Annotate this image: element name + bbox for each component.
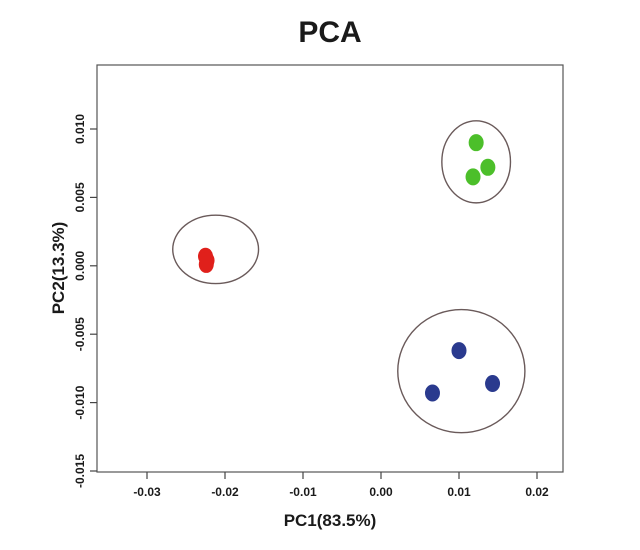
cluster-ellipse: [172, 214, 260, 285]
x-axis-ticks: -0.03 -0.02 -0.01 0.00 0.01 0.02: [133, 472, 549, 499]
x-tick-label: 0.02: [525, 485, 549, 499]
x-tick-label: -0.02: [211, 485, 239, 499]
y-tick-label: 0.010: [73, 114, 87, 144]
plot-area: [96, 64, 564, 473]
cluster-ellipses: [172, 120, 526, 434]
data-point: [480, 158, 496, 176]
y-tick-label: -0.010: [73, 385, 87, 419]
x-axis-label: PC1(83.5%): [284, 511, 377, 530]
x-tick-label: -0.03: [133, 485, 161, 499]
data-point: [451, 342, 467, 360]
data-points: [198, 134, 501, 402]
data-point: [465, 168, 481, 186]
cluster-ellipse: [441, 120, 512, 204]
data-point: [198, 255, 214, 273]
y-axis-ticks: -0.015 -0.010 -0.005 0.000 0.005 0.010: [73, 114, 97, 488]
x-tick-label: -0.01: [289, 485, 317, 499]
y-tick-label: 0.000: [73, 250, 87, 280]
data-point: [424, 384, 440, 402]
y-tick-label: 0.005: [73, 182, 87, 212]
data-point: [468, 134, 484, 152]
y-tick-label: -0.005: [73, 317, 87, 351]
chart-title: PCA: [298, 16, 361, 49]
y-axis-label: PC2(13.3%): [49, 222, 68, 315]
y-tick-label: -0.015: [73, 454, 87, 488]
x-tick-label: 0.01: [447, 485, 471, 499]
data-point: [485, 374, 501, 392]
x-tick-label: 0.00: [369, 485, 393, 499]
cluster-ellipse: [397, 308, 526, 434]
